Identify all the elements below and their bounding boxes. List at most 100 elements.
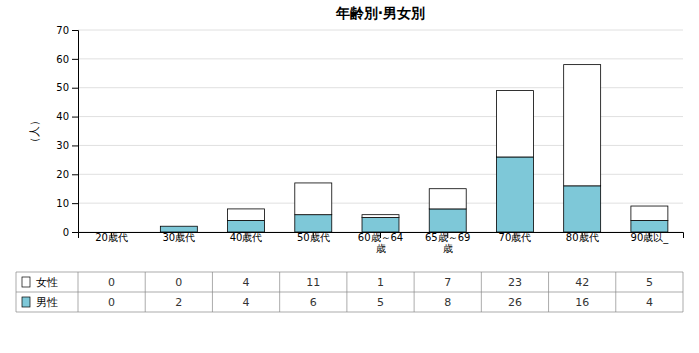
legend-item: 女性 [22, 276, 58, 289]
grid-line [78, 58, 683, 59]
y-tick-mark [72, 117, 78, 118]
bar [295, 215, 332, 232]
table-border [16, 272, 17, 312]
x-tick-label: 40歳代 [230, 232, 263, 243]
table-value: 23 [508, 276, 522, 289]
legend-swatch [22, 297, 30, 307]
table-border [16, 312, 683, 313]
x-axis: 20歳代 30歳代 40歳代 50歳代 60歳～64歳 65歳～69歳 70歳代 80歳代 90… [79, 232, 684, 254]
bar [631, 206, 668, 220]
y-tick-mark [72, 203, 78, 204]
table-value: 0 [108, 276, 115, 289]
y-tick: 40 [56, 111, 78, 122]
x-tick-label: 60歳～64歳 [358, 232, 403, 254]
table-value: 5 [377, 296, 384, 309]
table-border [346, 272, 347, 312]
y-tick-mark [72, 174, 78, 175]
y-tick-label: 0 [63, 227, 69, 238]
table-border [16, 272, 683, 273]
table-value: 4 [243, 276, 250, 289]
bars [160, 65, 668, 232]
series [228, 65, 668, 221]
table-border [615, 272, 616, 312]
grid [78, 30, 683, 232]
y-tick-label: 10 [56, 198, 69, 209]
x-tick-label: 70歳代 [499, 232, 532, 243]
y-tick-label: 20 [56, 169, 69, 180]
x-tick-label: 30歳代 [162, 232, 195, 243]
y-tick-label: 30 [56, 140, 69, 151]
y-axis-line [72, 31, 79, 233]
bar [362, 215, 399, 218]
y-tick-mark [72, 30, 78, 31]
y-axis-title: （人） [28, 115, 41, 148]
table-value: 4 [646, 296, 653, 309]
chart-container: 01020304050607020歳代30歳代40歳代50歳代60歳～64歳65… [0, 0, 699, 353]
bar [429, 209, 466, 232]
table-value: 8 [444, 296, 451, 309]
bar [496, 157, 533, 232]
table-value: 16 [575, 296, 589, 309]
bar [160, 226, 197, 227]
bar [564, 65, 601, 186]
table-border [212, 272, 213, 312]
bar [295, 183, 332, 215]
table-border [16, 292, 683, 293]
x-tick: 70歳代 [499, 232, 532, 243]
x-tick: 60歳～64歳 [358, 232, 403, 254]
y-tick: 50 [56, 82, 78, 93]
y-tick-mark [72, 59, 78, 60]
bar [362, 218, 399, 232]
table-border [414, 272, 415, 312]
table-value: 42 [575, 276, 589, 289]
y-tick: 20 [56, 169, 78, 180]
y-tick-label: 60 [56, 54, 69, 65]
table-value: 26 [508, 296, 522, 309]
bar [564, 186, 601, 232]
y-tick-label: 50 [56, 82, 69, 93]
table-value: 6 [310, 296, 317, 309]
table-value: 7 [444, 276, 451, 289]
table-border [683, 272, 684, 312]
table-value: 4 [243, 296, 250, 309]
title: 年齢別·男女別 [335, 5, 425, 21]
y-tick: 0 [63, 227, 78, 238]
table-border [548, 272, 549, 312]
table-value: 11 [306, 276, 320, 289]
table-value: 0 [175, 276, 182, 289]
x-tick: 40歳代 [230, 232, 263, 243]
legend-item: 男性 [22, 296, 58, 309]
y-tick-mark [72, 145, 78, 146]
bar [228, 209, 265, 221]
y-tick-label: 70 [56, 25, 69, 36]
table-border [481, 272, 482, 312]
bar [429, 189, 466, 209]
bar [496, 91, 533, 157]
legend-swatch [22, 277, 30, 287]
table-value: 2 [175, 296, 182, 309]
y-tick-label: 40 [56, 111, 69, 122]
x-tick: 30歳代 [162, 232, 195, 243]
x-tick-label: 65歳～69歳 [425, 232, 470, 254]
table-value: 5 [646, 276, 653, 289]
grid-line [78, 30, 683, 31]
table-value: 0 [108, 296, 115, 309]
y-tick-mark [72, 232, 78, 233]
y-tick: 70 [56, 25, 78, 36]
y-tick: 10 [56, 198, 78, 209]
x-tick: 50歳代 [297, 232, 330, 243]
x-tick-label: 50歳代 [297, 232, 330, 243]
x-tick: 90歳以_ [631, 232, 670, 244]
table-border [145, 272, 146, 312]
y-axis: 0 10 20 30 40 50 60 70 [56, 25, 78, 238]
table-border [78, 272, 79, 312]
legend-label: 女性 [36, 276, 58, 289]
bar [631, 220, 668, 232]
x-tick-label: 80歳代 [566, 232, 599, 243]
y-tick-mark [72, 88, 78, 89]
x-tick: 20歳代 [95, 232, 128, 243]
x-tick: 80歳代 [566, 232, 599, 243]
y-tick: 30 [56, 140, 78, 151]
data-table: 女性004111723425男性02465826164 [16, 272, 683, 312]
bar [228, 220, 265, 232]
